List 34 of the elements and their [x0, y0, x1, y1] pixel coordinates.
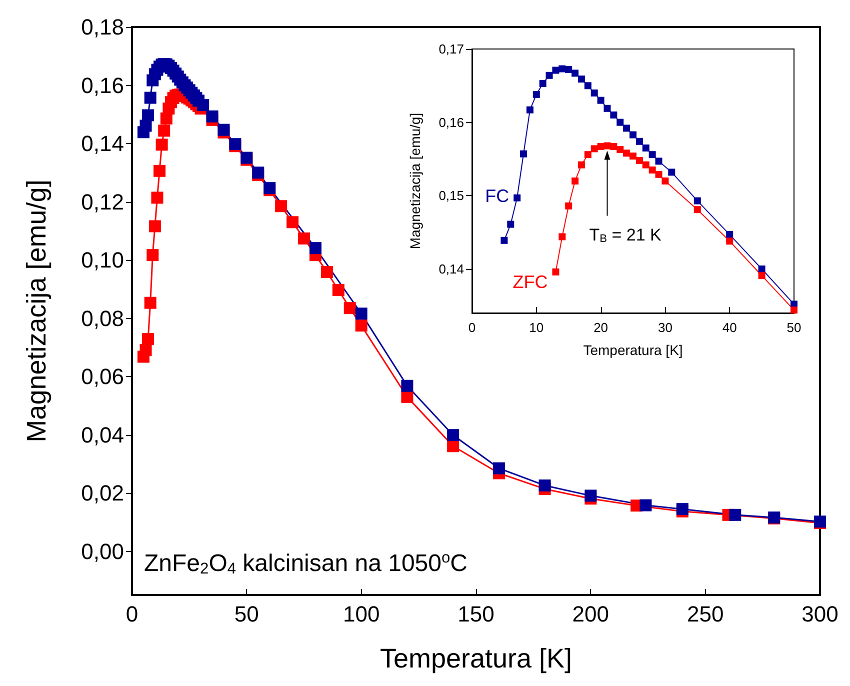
- y-tick-label: 0,16: [438, 114, 464, 130]
- y-tick-label: 0,02: [81, 480, 124, 506]
- x-tick-label: 20: [594, 320, 608, 335]
- x-tick-label: 50: [786, 320, 802, 335]
- annotation: TB = 21 K: [589, 226, 662, 245]
- series-label: ZFC: [512, 272, 548, 292]
- series-label: FC: [485, 186, 510, 206]
- x-tick-label: 10: [529, 320, 544, 335]
- x-tick-label: 0: [126, 602, 138, 626]
- x-tick-label: 50: [234, 602, 259, 626]
- y-axis-title: Magnetizacija [emu/g]: [407, 112, 423, 250]
- x-tick-label: 40: [722, 320, 737, 335]
- y-tick-label: 0,14: [81, 131, 124, 156]
- x-tick-label: 150: [458, 602, 494, 626]
- y-tick-label: 0,12: [81, 189, 124, 214]
- y-tick-label: 0,10: [81, 248, 124, 273]
- y-tick-label: 0,08: [81, 306, 124, 331]
- y-tick-label: 0,04: [81, 422, 124, 448]
- y-tick-label: 0,14: [438, 262, 464, 276]
- x-tick-label: 300: [802, 602, 838, 626]
- x-tick-label: 250: [686, 602, 724, 626]
- y-tick-label: 0,18: [81, 14, 124, 40]
- y-tick-label: 0,17: [438, 42, 464, 56]
- x-tick-label: 30: [658, 320, 672, 335]
- x-tick-label: 0: [468, 320, 476, 335]
- x-tick-label: 100: [342, 602, 380, 626]
- x-axis-title: Temperatura [K]: [380, 644, 572, 674]
- y-tick-label: 0,06: [81, 364, 124, 390]
- y-axis-title: Magnetizacija [emu/g]: [22, 180, 52, 442]
- y-tick-label: 0,00: [81, 538, 124, 564]
- x-tick-label: 200: [572, 602, 610, 626]
- y-tick-label: 0,16: [81, 72, 124, 98]
- x-axis-title: Temperatura [K]: [583, 342, 683, 358]
- y-tick-label: 0,15: [438, 188, 464, 204]
